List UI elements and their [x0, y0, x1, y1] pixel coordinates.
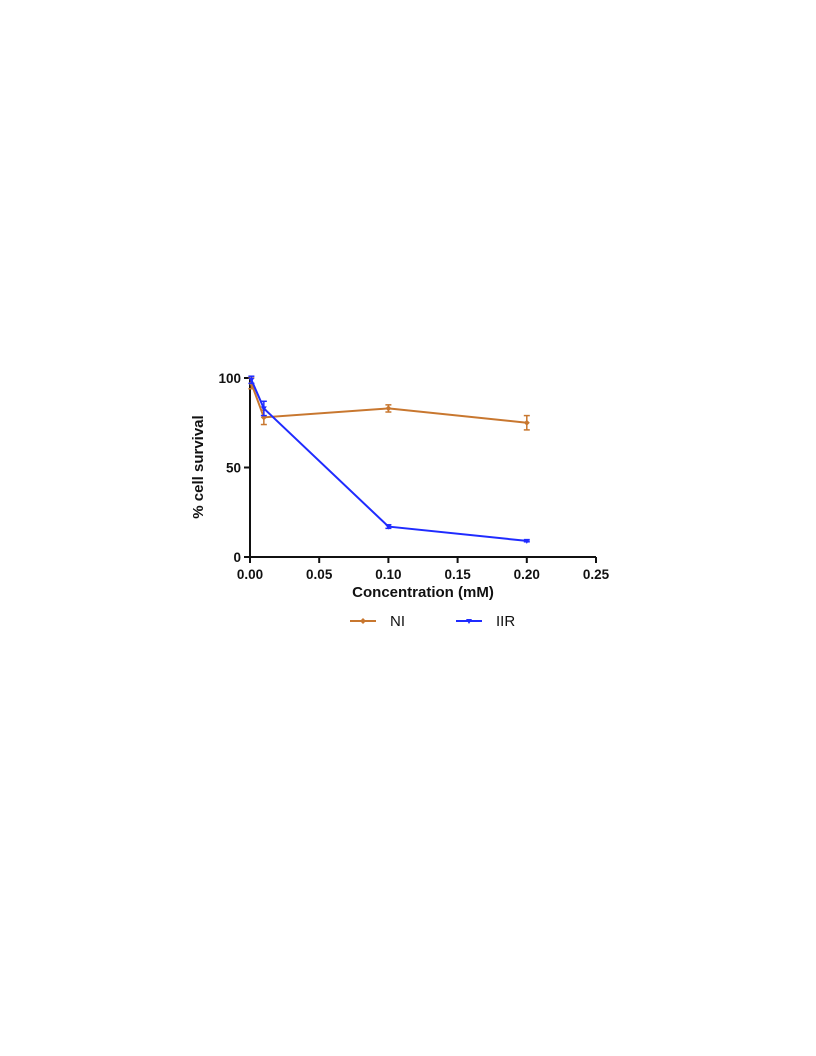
legend-item-ni: NI	[350, 613, 405, 630]
series-line	[250, 379, 527, 542]
legend-item-iir: IIR	[456, 613, 515, 630]
chart-axes: 0 50 100 0.00 0.05 0.10 0.15 0.20 0.25	[218, 371, 609, 582]
x-tick-label: 0.25	[583, 567, 610, 582]
legend-label: NI	[390, 613, 405, 630]
x-tick-label: 0.05	[306, 567, 333, 582]
data-point	[260, 406, 267, 412]
legend-label: IIR	[496, 613, 515, 630]
series-iir	[248, 375, 530, 544]
x-tick-label: 0.10	[375, 567, 401, 582]
series-layer	[248, 375, 530, 544]
legend-marker	[360, 618, 366, 624]
data-point	[523, 419, 530, 426]
x-ticks: 0.00 0.05 0.10 0.15 0.20 0.25	[237, 557, 610, 582]
y-tick-label: 50	[226, 461, 241, 476]
x-tick-label: 0.00	[237, 567, 263, 582]
data-point	[523, 538, 530, 544]
x-tick-label: 0.20	[514, 567, 540, 582]
y-axis-title: % cell survival	[190, 415, 207, 518]
y-tick-label: 0	[233, 550, 241, 565]
legend: NI IIR	[350, 613, 515, 630]
series-ni	[248, 377, 530, 431]
y-tick-label: 100	[218, 371, 241, 386]
y-ticks: 0 50 100	[218, 371, 250, 565]
data-point	[248, 377, 255, 383]
data-point	[385, 524, 392, 530]
data-point	[385, 405, 392, 412]
x-tick-label: 0.15	[444, 567, 471, 582]
legend-marker	[466, 619, 472, 624]
x-axis-title: Concentration (mM)	[352, 584, 494, 601]
series-line	[250, 383, 527, 424]
